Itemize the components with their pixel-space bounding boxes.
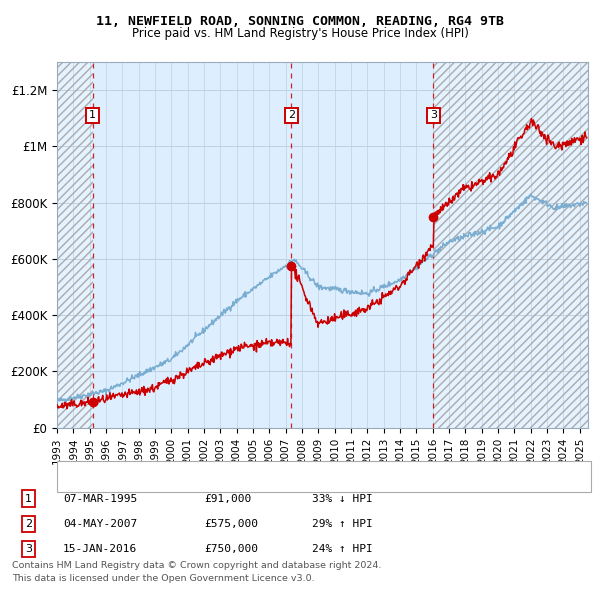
Text: This data is licensed under the Open Government Licence v3.0.: This data is licensed under the Open Gov… (12, 574, 314, 583)
Text: —: — (66, 461, 82, 477)
Text: 1: 1 (89, 110, 96, 120)
Text: 29% ↑ HPI: 29% ↑ HPI (312, 519, 373, 529)
Text: Price paid vs. HM Land Registry's House Price Index (HPI): Price paid vs. HM Land Registry's House … (131, 27, 469, 40)
Bar (433, 62, 588, 428)
Text: Contains HM Land Registry data © Crown copyright and database right 2024.: Contains HM Land Registry data © Crown c… (12, 561, 382, 570)
Text: 2: 2 (288, 110, 295, 120)
Text: —: — (66, 476, 82, 491)
Text: 11, NEWFIELD ROAD, SONNING COMMON, READING, RG4 9TB: 11, NEWFIELD ROAD, SONNING COMMON, READI… (96, 15, 504, 28)
Text: 3: 3 (25, 545, 32, 554)
Text: 1: 1 (25, 494, 32, 503)
Text: 2: 2 (25, 519, 32, 529)
Text: £575,000: £575,000 (204, 519, 258, 529)
Text: £91,000: £91,000 (204, 494, 251, 503)
Text: 24% ↑ HPI: 24% ↑ HPI (312, 545, 373, 554)
Text: 3: 3 (430, 110, 437, 120)
Text: 04-MAY-2007: 04-MAY-2007 (63, 519, 137, 529)
Text: 33% ↓ HPI: 33% ↓ HPI (312, 494, 373, 503)
Bar (57, 62, 92, 428)
Text: 07-MAR-1995: 07-MAR-1995 (63, 494, 137, 503)
Text: £750,000: £750,000 (204, 545, 258, 554)
Text: 11, NEWFIELD ROAD, SONNING COMMON, READING, RG4 9TB (detached house): 11, NEWFIELD ROAD, SONNING COMMON, READI… (80, 464, 479, 474)
Text: 15-JAN-2016: 15-JAN-2016 (63, 545, 137, 554)
Text: HPI: Average price, detached house, South Oxfordshire: HPI: Average price, detached house, Sout… (80, 478, 354, 488)
